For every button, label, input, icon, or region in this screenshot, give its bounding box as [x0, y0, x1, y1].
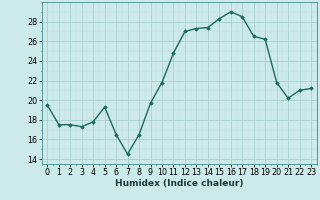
X-axis label: Humidex (Indice chaleur): Humidex (Indice chaleur)	[115, 179, 244, 188]
